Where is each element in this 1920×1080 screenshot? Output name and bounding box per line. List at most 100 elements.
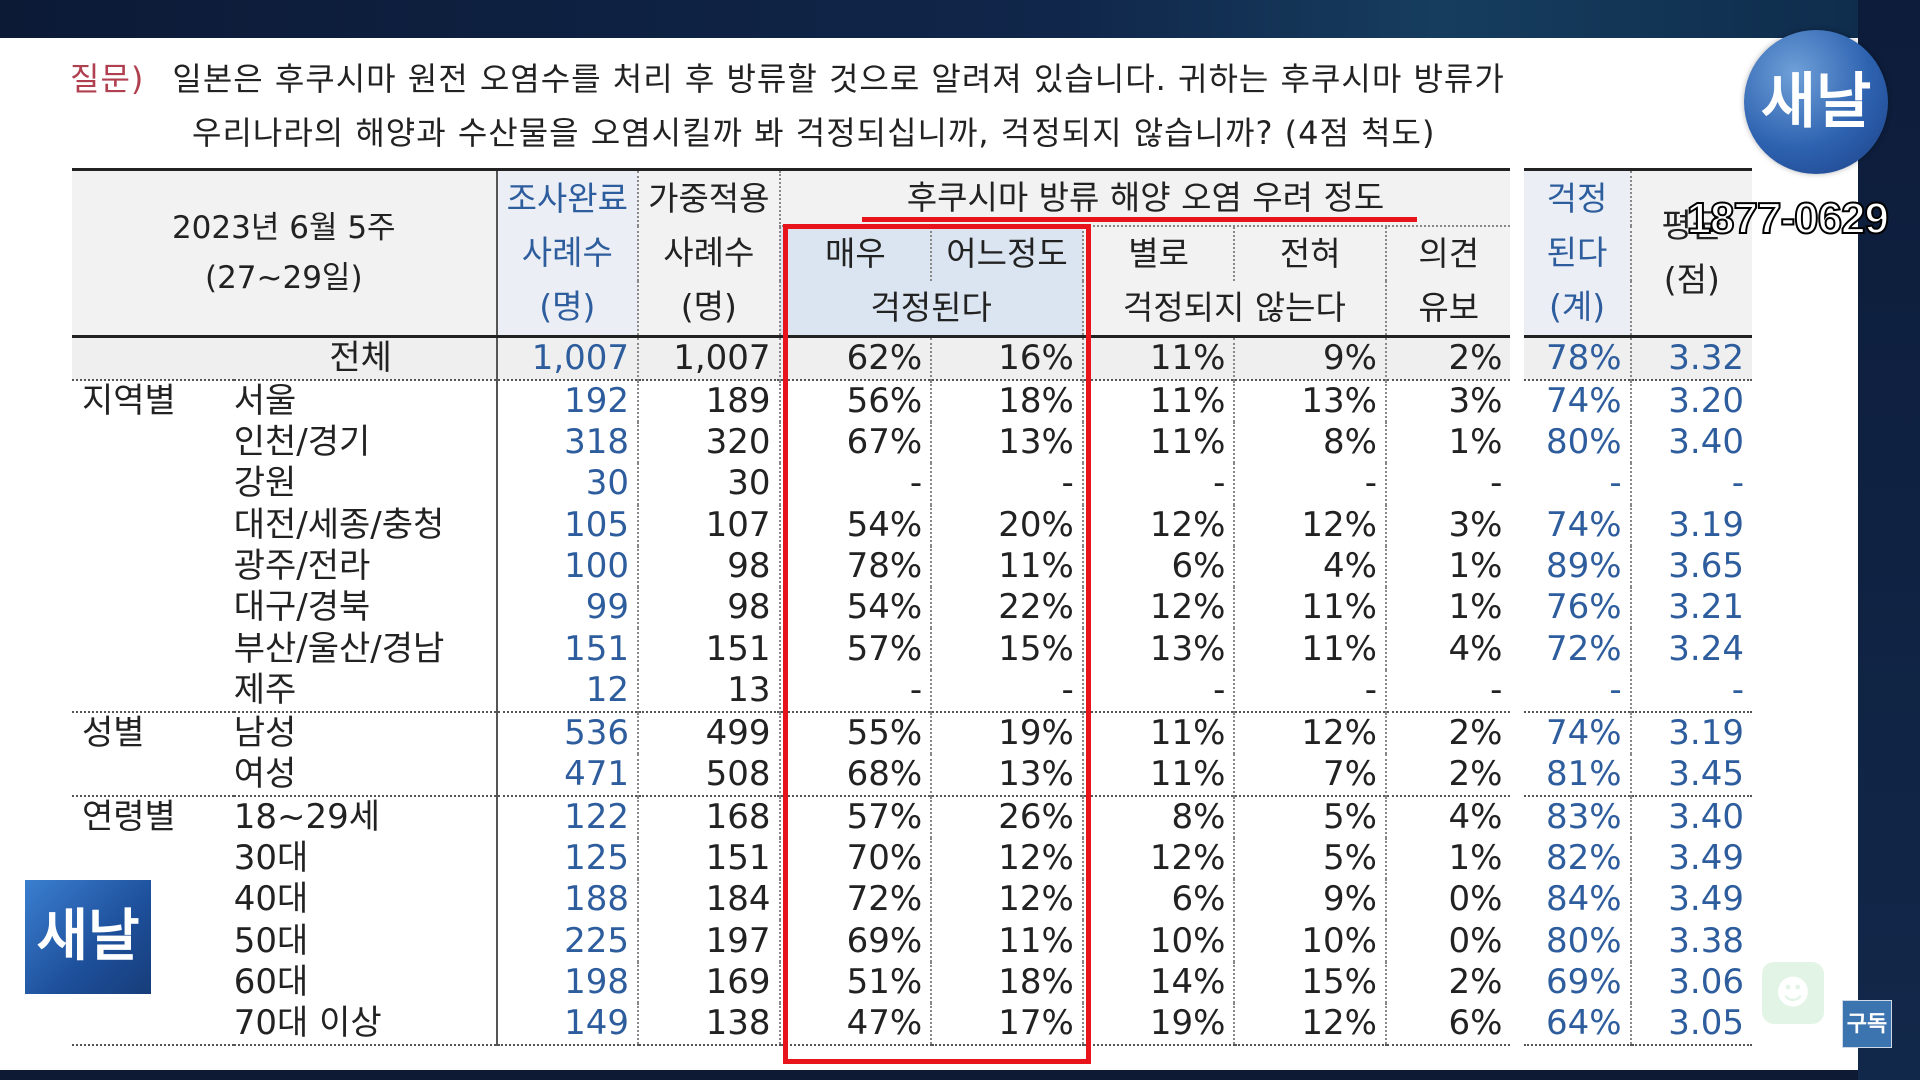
- weighted-cell: 320: [637, 422, 780, 464]
- subgroup-cell: 광주/전라: [233, 546, 371, 587]
- opinion-reserved-cell: -: [1384, 463, 1518, 505]
- weighted-cell: 197: [637, 920, 780, 962]
- completed-cell: 100: [495, 545, 639, 588]
- opinion-reserved-cell: 4%: [1384, 628, 1518, 670]
- average-cell: 3.32: [1629, 335, 1752, 380]
- group-cell: [72, 546, 234, 587]
- average-cell: 3.05: [1629, 1002, 1752, 1046]
- not-much-cell: 6%: [1081, 879, 1235, 921]
- question-line-2: 우리나라의 해양과 수산물을 오염시킬까 봐 걱정되십니까, 걱정되지 않습니까…: [192, 114, 1436, 152]
- weighted-cell: 168: [637, 794, 780, 838]
- table-row: 40대 188 184 72% 12% 6% 9% 0% 84% 3.49: [72, 879, 1752, 921]
- total-worried-l3: (계): [1548, 287, 1606, 326]
- table-row: 인천/경기 318 320 67% 13% 11% 8% 1% 80% 3.40: [72, 422, 1752, 464]
- subgroup-cell: 30대: [233, 837, 309, 878]
- opinion-l1: 의견: [1418, 234, 1480, 273]
- not-at-all-cell: 12%: [1233, 710, 1386, 754]
- table-row: 지역별 서울 192 189 56% 18% 11% 13% 3% 74% 3.20: [72, 379, 1752, 422]
- weighted-header-l2: 사례수: [663, 233, 755, 272]
- opinion-l2: 유보: [1418, 288, 1480, 327]
- not-much-cell: 11%: [1081, 422, 1235, 464]
- not-much-cell: 12%: [1081, 587, 1235, 629]
- average-cell: 3.06: [1629, 961, 1752, 1003]
- somewhat-worried-cell: 19%: [930, 710, 1083, 754]
- date-header: 2023년 6월 5주 (27~29일): [72, 168, 497, 337]
- subgroup-cell: 70대 이상: [233, 1002, 497, 1046]
- table-row: 연령별 18~29세 122 168 57% 26% 8% 5% 4% 83% 3.40: [72, 794, 1752, 838]
- completed-cell: 188: [495, 879, 639, 921]
- average-cell: 3.49: [1629, 837, 1752, 880]
- weighted-cell: 184: [637, 879, 780, 921]
- somewhat-worried-cell: 22%: [930, 587, 1083, 629]
- somewhat-worried-cell: 13%: [930, 753, 1083, 796]
- top-band: [0, 0, 1920, 40]
- table-row: 부산/울산/경남 151 151 57% 15% 13% 11% 4% 72% 3.24: [72, 628, 1752, 670]
- very-worried-cell: 67%: [778, 422, 932, 464]
- somewhat-worried-cell: 16%: [930, 335, 1083, 380]
- opinion-reserved-cell: 2%: [1384, 710, 1518, 754]
- weighted-header-l1: 가중적용: [648, 179, 770, 218]
- opinion-reserved-cell: 1%: [1384, 587, 1518, 629]
- not-at-all-cell: 4%: [1233, 545, 1386, 588]
- group-cell: 지역별: [72, 379, 234, 422]
- weighted-header: 가중적용 사례수 (명): [637, 168, 780, 337]
- total-worried-cell: 84%: [1510, 879, 1631, 921]
- not-much-cell: 11%: [1081, 335, 1235, 380]
- not-at-all-cell: 12%: [1233, 1002, 1386, 1046]
- subscribe-button[interactable]: 구독: [1842, 1000, 1892, 1048]
- somewhat-worried-cell: 11%: [930, 545, 1083, 588]
- not-much-cell: 14%: [1081, 961, 1235, 1003]
- very-worried-cell: 68%: [778, 753, 932, 796]
- weighted-cell: 151: [637, 628, 780, 670]
- completed-cell: 318: [495, 422, 639, 464]
- very-worried-cell: 70%: [778, 837, 932, 880]
- subgroup-cell: 남성: [233, 710, 497, 754]
- somewhat-worried-cell: 26%: [930, 794, 1083, 838]
- right-strip: [1858, 0, 1920, 1080]
- not-at-all-cell: 5%: [1233, 837, 1386, 880]
- completed-cell: 192: [495, 379, 639, 422]
- completed-cell: 471: [495, 753, 639, 796]
- total-worried-cell: 76%: [1510, 587, 1631, 629]
- group-cell: [72, 838, 234, 879]
- subgroup-cell: 대구/경북: [233, 587, 371, 628]
- opinion-reserved-cell: 2%: [1384, 961, 1518, 1003]
- date-line-1: 2023년 6월 5주: [171, 210, 396, 246]
- completed-cell: 99: [495, 587, 639, 629]
- completed-cell: 225: [495, 920, 639, 962]
- completed-cell: 536: [495, 710, 639, 754]
- group-cell: [72, 463, 234, 504]
- very-worried-cell: 55%: [778, 710, 932, 754]
- table-row: 대구/경북 99 98 54% 22% 12% 11% 1% 76% 3.21: [72, 587, 1752, 629]
- very-worried-cell: 54%: [778, 504, 932, 546]
- completed-cell: 198: [495, 961, 639, 1003]
- group-cell: [72, 335, 234, 380]
- completed-cell: 105: [495, 504, 639, 546]
- total-worried-cell: 80%: [1510, 422, 1631, 464]
- not-much-cell: 13%: [1081, 628, 1235, 670]
- somewhat-header: 어느정도: [930, 226, 1083, 281]
- not-much-cell: 11%: [1081, 379, 1235, 422]
- not-at-all-cell: 13%: [1233, 379, 1386, 422]
- subgroup-cell: 강원: [233, 463, 297, 504]
- very-worried-cell: -: [778, 463, 932, 505]
- not-at-all-cell: 7%: [1233, 753, 1386, 796]
- somewhat-worried-cell: -: [930, 669, 1083, 712]
- opinion-reserved-cell: 0%: [1384, 879, 1518, 921]
- average-cell: 3.65: [1629, 545, 1752, 588]
- very-worried-cell: 56%: [778, 379, 932, 422]
- table-row: 성별 남성 536 499 55% 19% 11% 12% 2% 74% 3.19: [72, 710, 1752, 754]
- not-much-cell: -: [1081, 669, 1235, 712]
- worried-header: 걱정된다: [778, 281, 1083, 337]
- weighted-header-l3: (명): [680, 287, 737, 326]
- opinion-reserved-cell: 2%: [1384, 753, 1518, 796]
- very-worried-cell: 62%: [778, 335, 932, 380]
- somewhat-worried-cell: 18%: [930, 961, 1083, 1003]
- not-much-cell: 12%: [1081, 504, 1235, 546]
- opinion-reserved-cell: 1%: [1384, 837, 1518, 880]
- weighted-cell: 499: [637, 710, 780, 754]
- very-header: 매우: [778, 226, 932, 281]
- not-at-all-cell: 8%: [1233, 422, 1386, 464]
- total-worried-cell: 80%: [1510, 920, 1631, 962]
- robot-icon[interactable]: ☻: [1762, 962, 1824, 1024]
